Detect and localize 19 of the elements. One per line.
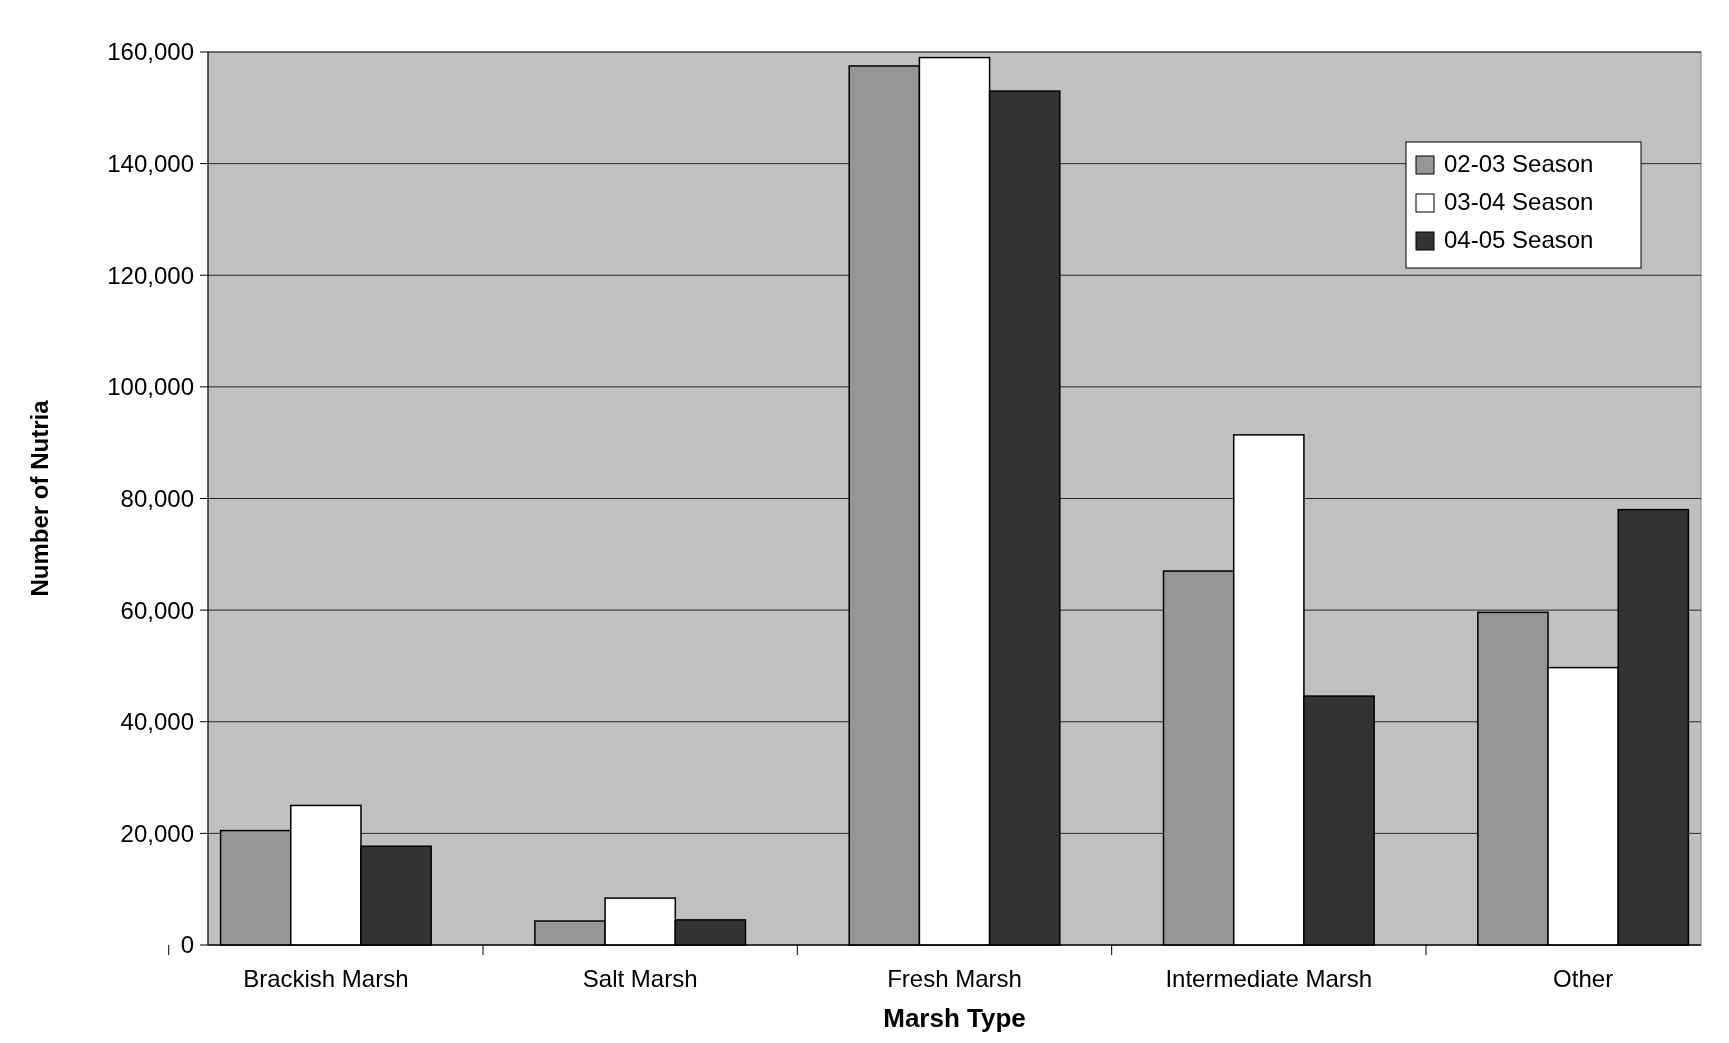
y-axis-title: Number of Nutria: [26, 399, 53, 597]
y-tick-label: 140,000: [107, 150, 194, 178]
legend-label: 03-04 Season: [1444, 188, 1594, 215]
y-tick-label: 0: [180, 931, 194, 959]
legend-label: 02-03 Season: [1444, 150, 1594, 177]
y-tick-label: 20,000: [120, 819, 194, 847]
x-tick-label: Brackish Marsh: [243, 965, 409, 992]
x-axis-title: Marsh Type: [883, 1003, 1026, 1033]
x-tick-label: Fresh Marsh: [887, 965, 1022, 992]
y-tick-label: 60,000: [120, 596, 194, 624]
x-tick-label: Salt Marsh: [582, 965, 698, 992]
x-tick-label: Other: [1553, 965, 1614, 992]
x-tick-label: Intermediate Marsh: [1165, 965, 1373, 992]
y-tick-label: 40,000: [120, 708, 194, 736]
y-tick-label: 160,000: [107, 38, 194, 66]
legend-label: 04-05 Season: [1444, 226, 1594, 253]
y-tick-label: 100,000: [107, 373, 194, 401]
y-tick-label: 120,000: [107, 261, 194, 289]
y-tick-label: 80,000: [120, 484, 194, 512]
